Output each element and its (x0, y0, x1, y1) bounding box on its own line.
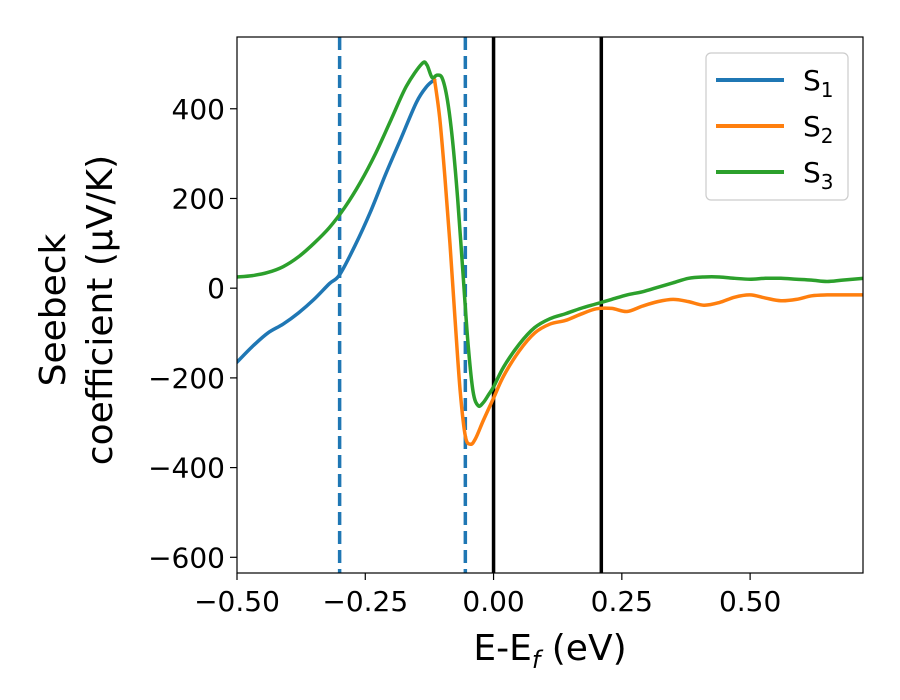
y-axis: 400 200 0 −200 −400 −600 (148, 93, 237, 574)
y-axis-label-line2: coefficient (μV/K) (80, 155, 121, 465)
y-tick-label: 400 (172, 93, 225, 126)
plot-area (237, 37, 863, 573)
y-tick-label: −400 (148, 452, 225, 485)
legend-label-s3: S3 (803, 156, 834, 194)
y-tick-label: −200 (148, 362, 225, 395)
y-tick-label: 200 (172, 182, 225, 215)
x-axis: −0.50 −0.25 0.00 0.25 0.50 (194, 573, 781, 618)
x-axis-label: E-Ef (eV) (473, 628, 626, 674)
y-tick-label: 0 (207, 272, 225, 305)
y-axis-label-line1: Seebeck (33, 233, 74, 386)
legend-label-s2: S2 (803, 110, 834, 148)
series-line-s3 (237, 60, 863, 408)
plot-frame (236, 36, 864, 574)
series-line-s1 (237, 77, 437, 364)
legend: S1 S2 S3 (705, 52, 849, 201)
x-tick-label: 0.25 (591, 585, 653, 618)
y-tick-label: −600 (148, 541, 225, 574)
x-tick-label: 0.50 (719, 585, 781, 618)
x-tick-label: −0.50 (194, 585, 280, 618)
x-tick-label: −0.25 (322, 585, 408, 618)
series-line-s2 (432, 77, 863, 447)
x-tick-label: 0.00 (462, 585, 524, 618)
legend-label-s1: S1 (803, 64, 834, 102)
